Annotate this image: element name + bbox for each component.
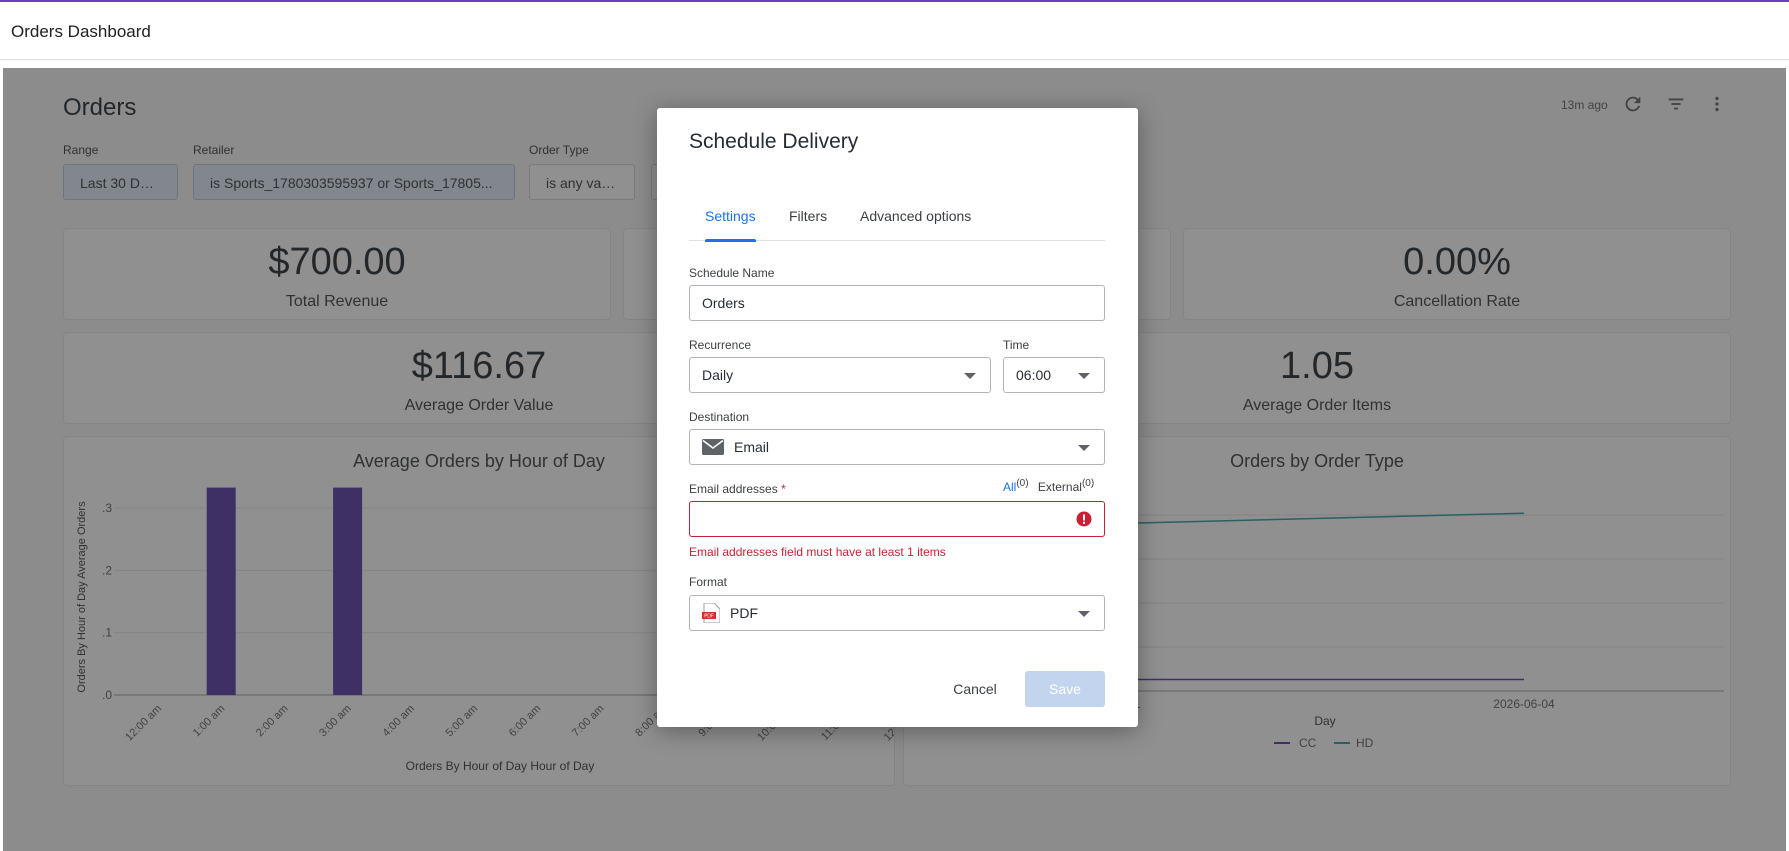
email-recipient-filter: All(0) External(0): [1003, 478, 1094, 494]
tab-filters[interactable]: Filters: [789, 208, 828, 224]
pdf-file-icon: PDF: [702, 603, 720, 623]
tab-settings[interactable]: Settings: [689, 204, 772, 242]
schedule-delivery-dialog: Schedule Delivery Settings Filters Advan…: [657, 108, 1138, 727]
recurrence-select[interactable]: Daily: [689, 357, 991, 393]
all-recipients-link[interactable]: All: [1003, 480, 1017, 494]
email-addresses-label: Email addresses *: [689, 482, 786, 496]
schedule-name-label: Schedule Name: [689, 266, 775, 280]
external-count: (0): [1081, 478, 1095, 489]
error-icon: [1076, 511, 1092, 527]
chevron-down-icon: [1078, 373, 1090, 379]
time-value: 06:00: [1016, 367, 1052, 383]
all-count: (0): [1016, 478, 1029, 489]
destination-label: Destination: [689, 410, 750, 424]
format-label: Format: [689, 575, 728, 589]
cancel-button[interactable]: Cancel: [953, 681, 997, 697]
external-recipients-link[interactable]: External: [1037, 480, 1082, 494]
destination-value: Email: [734, 439, 770, 455]
chevron-down-icon: [1078, 611, 1090, 617]
required-mark: *: [781, 482, 786, 496]
top-accent-line: [0, 0, 1789, 2]
chevron-down-icon: [964, 373, 976, 379]
email-addresses-input[interactable]: [689, 501, 1105, 537]
save-button[interactable]: Save: [1025, 671, 1105, 707]
schedule-name-value: Orders: [702, 295, 745, 311]
recurrence-value: Daily: [702, 367, 734, 383]
format-select[interactable]: PDF PDF: [689, 595, 1105, 631]
chevron-down-icon: [1078, 445, 1090, 451]
time-label: Time: [1003, 338, 1030, 352]
svg-text:PDF: PDF: [704, 614, 714, 620]
tab-advanced-options[interactable]: Advanced options: [860, 208, 972, 224]
schedule-name-input[interactable]: Orders: [689, 285, 1105, 321]
dialog-title: Schedule Delivery: [689, 130, 859, 153]
recurrence-label: Recurrence: [689, 338, 752, 352]
email-icon: [702, 439, 724, 455]
email-error-message: Email addresses field must have at least…: [689, 545, 946, 559]
app-title: Orders Dashboard: [11, 22, 151, 41]
app-bar: Orders Dashboard: [0, 2, 1789, 60]
destination-select[interactable]: Email: [689, 429, 1105, 465]
format-value: PDF: [730, 605, 758, 621]
time-select[interactable]: 06:00: [1003, 357, 1105, 393]
dialog-tabs: Settings Filters Advanced options: [689, 204, 1105, 242]
